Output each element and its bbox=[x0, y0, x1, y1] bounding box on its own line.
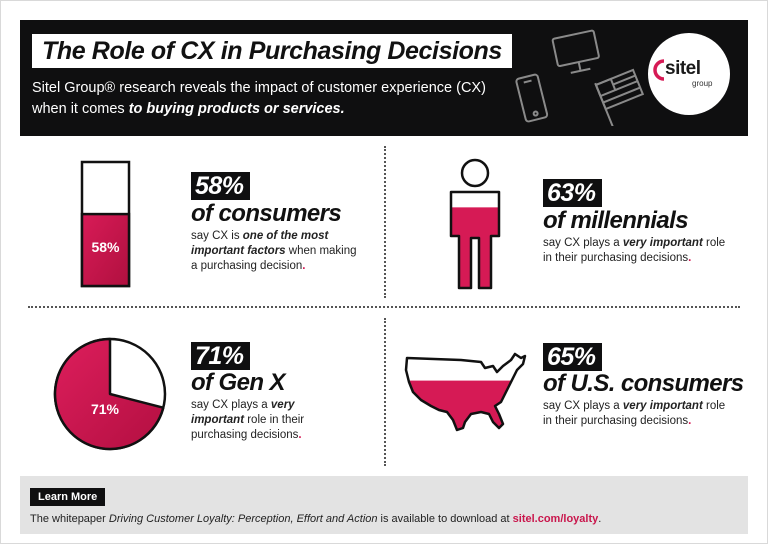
horizontal-divider bbox=[28, 306, 740, 308]
bar-label: 58% bbox=[91, 239, 120, 255]
us-map-graphic bbox=[404, 352, 527, 432]
stat-consumers-percent: 58% bbox=[191, 172, 250, 200]
flag-icon bbox=[594, 68, 645, 126]
monitor-icon bbox=[551, 29, 600, 74]
accent-dot: . bbox=[298, 429, 302, 441]
stat-millennials-headline: of millennials bbox=[543, 207, 689, 234]
stat-us-headline: of U.S. consumers bbox=[543, 370, 744, 397]
desc-text: say CX plays a bbox=[191, 399, 271, 411]
desc-bold: very important bbox=[622, 237, 703, 249]
loyalty-link[interactable]: sitel.com/loyalty bbox=[512, 513, 599, 525]
pie-label: 71% bbox=[91, 401, 120, 417]
vertical-divider-top bbox=[384, 146, 386, 298]
accent-dot: . bbox=[688, 252, 692, 264]
stat-consumers-headline: of consumers bbox=[191, 200, 342, 227]
desc-text: say CX plays a bbox=[543, 400, 623, 412]
person-fill bbox=[451, 207, 499, 288]
sitel-logo: sitel group bbox=[648, 33, 730, 115]
desc-text: say CX is bbox=[191, 230, 243, 242]
pie-graphic: 71% bbox=[53, 337, 167, 451]
logo-subtext: group bbox=[692, 79, 713, 88]
vertical-divider-bottom bbox=[384, 318, 386, 466]
desc-bold: very important bbox=[622, 400, 703, 412]
bar-fill bbox=[80, 212, 131, 288]
phone-icon bbox=[515, 73, 549, 123]
page-title: The Role of CX in Purchasing Decisions bbox=[42, 36, 502, 65]
desc-text: role in their purchasing decisions bbox=[191, 414, 305, 441]
footer: Learn More The whitepaper Driving Custom… bbox=[20, 476, 748, 534]
pie-slice bbox=[53, 337, 165, 451]
desc-text: role in their purchasing decisions bbox=[543, 237, 726, 264]
stat-millennials-percent: 63% bbox=[543, 179, 602, 207]
desc-text: say CX plays a bbox=[543, 237, 623, 249]
desc-bold: very important bbox=[191, 399, 295, 426]
bar-gauge-graphic: 58% bbox=[80, 160, 131, 288]
whitepaper-title: Driving Customer Loyalty: Perception, Ef… bbox=[108, 513, 378, 525]
stat-us-description: say CX plays a very important role in th… bbox=[543, 399, 733, 429]
stat-genx-description: say CX plays a very important role in th… bbox=[191, 398, 321, 443]
stat-millennials-description: say CX plays a very important role in th… bbox=[543, 236, 733, 266]
accent-dot: . bbox=[688, 415, 692, 427]
header-subtitle: Sitel Group® research reveals the impact… bbox=[32, 78, 522, 120]
sitel-logo-mark bbox=[653, 59, 665, 81]
logo-wordmark: sitel bbox=[665, 58, 701, 79]
us-map-fill bbox=[406, 380, 525, 430]
stat-genx-headline: of Gen X bbox=[191, 369, 285, 396]
stat-consumers-description: say CX is one of the most important fact… bbox=[191, 229, 361, 274]
footer-text: The whitepaper Driving Customer Loyalty:… bbox=[30, 513, 601, 525]
footer-text-part: is available to download at bbox=[377, 513, 513, 525]
stat-genx-percent: 71% bbox=[191, 342, 250, 370]
desc-text: role in their purchasing decisions bbox=[543, 400, 726, 427]
person-graphic bbox=[449, 158, 501, 290]
title-box: The Role of CX in Purchasing Decisions bbox=[32, 34, 512, 68]
desc-text: when making a purchasing decision bbox=[191, 245, 357, 272]
desc-bold: one of the most important factors bbox=[191, 230, 329, 257]
footer-text-part: The whitepaper bbox=[30, 513, 109, 525]
footer-text-part: . bbox=[598, 513, 602, 525]
accent-dot: . bbox=[302, 260, 306, 272]
subtitle-bold: to buying products or services. bbox=[128, 101, 345, 117]
learn-more-button[interactable]: Learn More bbox=[30, 488, 106, 506]
subtitle-text: Sitel Group® research reveals the impact… bbox=[32, 80, 486, 117]
stat-us-percent: 65% bbox=[543, 343, 602, 371]
header-banner: The Role of CX in Purchasing Decisions S… bbox=[20, 20, 748, 136]
